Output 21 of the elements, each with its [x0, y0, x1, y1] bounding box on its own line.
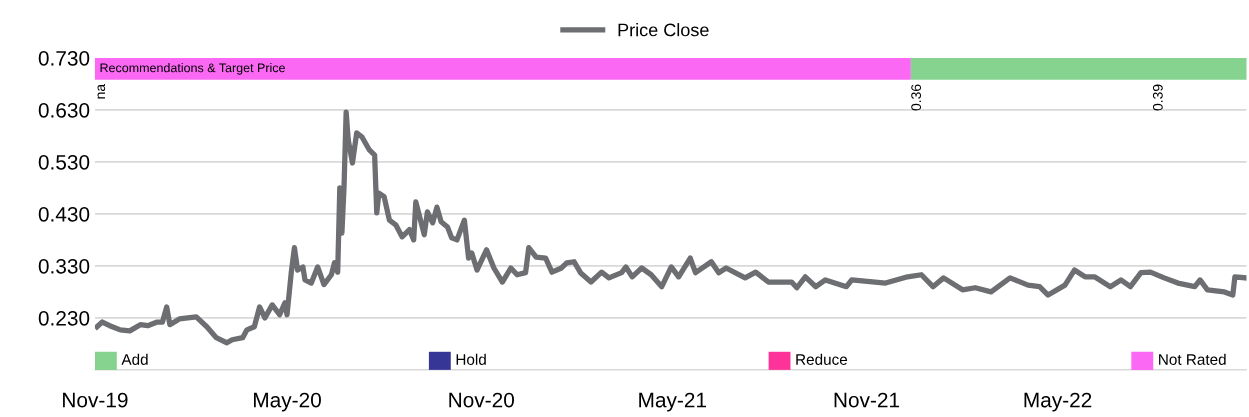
legend-label: Reduce: [796, 353, 848, 365]
x-tick-label: Nov-20: [449, 392, 515, 408]
x-tick-label: May-22: [1024, 392, 1092, 412]
legend-label: Price Close: [618, 23, 709, 37]
y-tick-label: 0.730: [38, 50, 90, 66]
x-tick-label: May-21: [639, 392, 707, 412]
y-tick-label: 0.330: [38, 258, 90, 274]
y-tick-label: 0.530: [38, 154, 90, 170]
x-tick-label: May-20: [254, 392, 321, 412]
x-tick-label: Nov-19: [63, 392, 128, 408]
y-tick-label: 0.230: [38, 310, 90, 326]
annotation: 0.36: [911, 84, 922, 111]
legend-label: Add: [121, 353, 148, 365]
y-tick-label: 0.630: [38, 102, 90, 118]
annotation: na: [97, 83, 106, 99]
legend-label: Hold: [456, 353, 486, 365]
y-tick-label: 0.430: [38, 206, 90, 222]
band-label: Recommendations & Target Price: [100, 63, 285, 75]
annotation: 0.39: [1152, 84, 1163, 111]
x-tick-label: Nov-21: [834, 392, 900, 408]
legend-label: Not Rated: [1159, 353, 1226, 365]
